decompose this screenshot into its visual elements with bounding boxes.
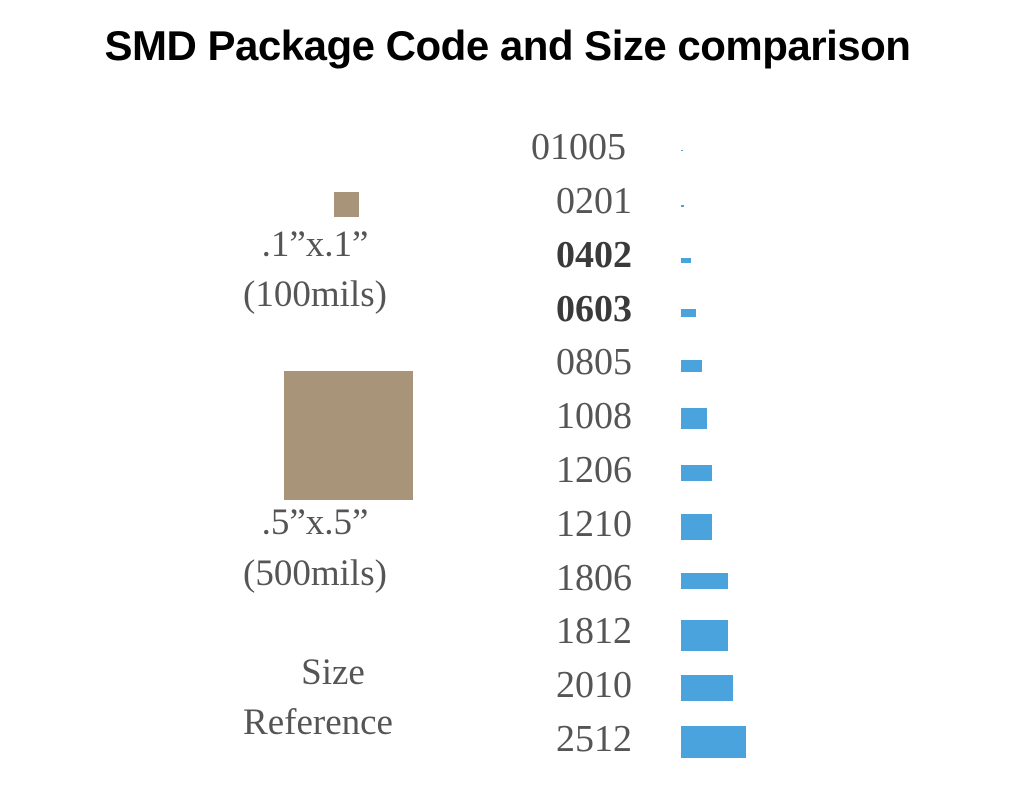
package-rect-1206 [681, 465, 712, 481]
large-reference-dimensions: .5”x.5” [261, 502, 369, 543]
large-reference-mils: (500mils) [243, 553, 387, 594]
small-reference-dimensions: .1”x.1” [261, 224, 369, 265]
package-rect-0603 [681, 309, 696, 317]
large-reference-square [284, 371, 413, 500]
small-reference-square [334, 192, 359, 217]
package-code-label: 01005 [531, 126, 626, 168]
package-code-label: 1806 [556, 557, 632, 599]
package-rect-1812 [681, 620, 728, 651]
size-reference-caption-line1: Size [301, 652, 365, 693]
package-code-label: 0805 [556, 341, 632, 383]
small-reference-mils: (100mils) [243, 274, 387, 315]
package-rect-0201 [681, 205, 684, 207]
package-rect-0402 [681, 258, 691, 263]
package-rect-1210 [681, 514, 712, 540]
package-code-label: 1206 [556, 449, 632, 491]
package-rect-2512 [681, 726, 746, 758]
package-rect-1008 [681, 408, 707, 429]
package-rect-01005 [681, 150, 683, 151]
package-code-label: 2010 [556, 664, 632, 706]
package-code-label: 0603 [556, 288, 632, 330]
package-code-label: 0201 [556, 180, 632, 222]
package-rect-0805 [681, 360, 702, 372]
page-title: SMD Package Code and Size comparison [104, 22, 911, 69]
package-rect-2010 [681, 675, 733, 701]
size-reference-caption-line2: Reference [243, 702, 393, 743]
package-code-label: 1210 [556, 503, 632, 545]
package-code-label: 2512 [556, 718, 632, 760]
package-rect-1806 [681, 573, 728, 589]
package-code-label: 1008 [556, 395, 632, 437]
package-code-label: 1812 [556, 610, 632, 652]
package-code-label: 0402 [556, 234, 632, 276]
